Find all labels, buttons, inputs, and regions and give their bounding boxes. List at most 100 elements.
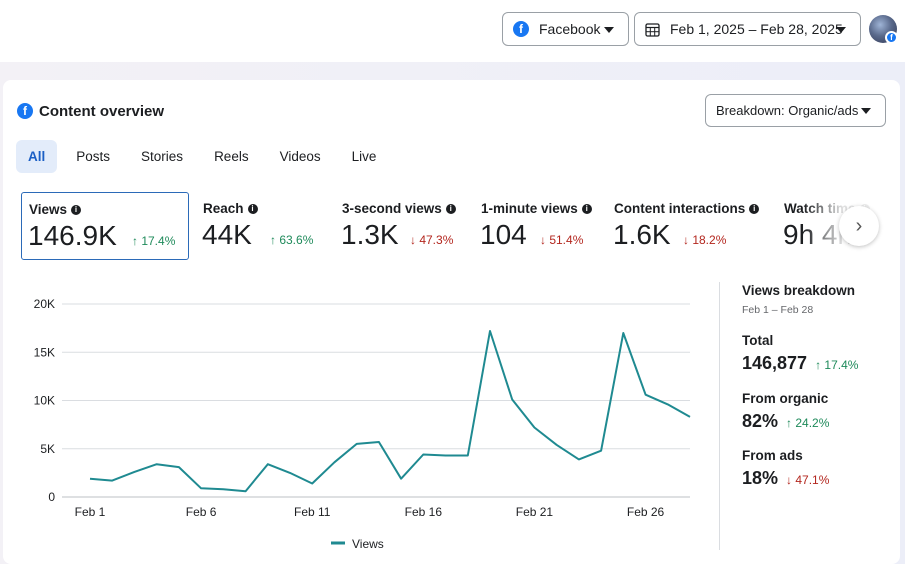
breakdown-value: 82%	[742, 411, 779, 431]
metric-views[interactable]: Views i 146.9K ↑ 17.4%	[21, 192, 189, 260]
platform-selector[interactable]: f Facebook	[502, 12, 629, 46]
data-point	[310, 481, 314, 485]
views-series-line	[89, 330, 691, 493]
metric-change: ↑ 17.4%	[132, 234, 176, 248]
data-point	[644, 393, 648, 397]
tab-posts[interactable]: Posts	[76, 149, 111, 164]
metric-change: ↓ 18.2%	[683, 233, 727, 247]
breakdown-value: 18%	[742, 468, 779, 488]
caret-down-icon	[861, 108, 871, 114]
metric-change: ↓ 51.4%	[540, 233, 584, 247]
data-point	[377, 440, 381, 444]
breakdown-label: From ads	[742, 448, 803, 463]
card-title: Content overview	[39, 103, 165, 120]
x-tick-label: Feb 16	[405, 505, 443, 519]
breakdown-change: ↑ 24.2%	[786, 416, 830, 430]
data-point	[332, 460, 336, 464]
metric-value: 1.3K	[341, 219, 399, 250]
data-point	[532, 426, 536, 430]
breakdown-label: Breakdown: Organic/ads	[716, 103, 859, 118]
breakdown-dropdown[interactable]: Breakdown: Organic/ads	[705, 94, 886, 127]
tab-videos[interactable]: Videos	[279, 149, 321, 164]
data-point	[466, 454, 470, 458]
date-range-selector[interactable]: Feb 1, 2025 – Feb 28, 2025	[634, 12, 861, 46]
data-point	[688, 415, 692, 419]
metric-label: 1-minute views i	[481, 201, 592, 216]
breakdown-total: Total 146,877 ↑ 17.4%	[742, 333, 858, 374]
facebook-badge-icon: f	[885, 31, 898, 44]
data-point	[399, 477, 403, 481]
data-point	[510, 398, 514, 402]
data-point	[132, 470, 136, 474]
chevron-right-icon[interactable]: ›	[839, 206, 879, 246]
breakdown-value: 146,877	[742, 353, 808, 373]
y-tick-label: 0	[48, 490, 55, 504]
facebook-icon: f	[17, 103, 33, 119]
breakdown-change: ↓ 47.1%	[786, 473, 830, 487]
legend-label: Views	[352, 537, 384, 551]
platform-label: Facebook	[539, 21, 601, 37]
data-point	[555, 443, 559, 447]
metric-label: Views i	[29, 202, 82, 217]
y-tick-label: 10K	[34, 394, 55, 408]
info-icon: i	[247, 203, 258, 214]
views-line-chart: 0 5K 10K 15K 20K Feb 1 Feb 6 Feb 11 Feb 16 Feb 21…	[34, 297, 692, 551]
facebook-icon: f	[513, 21, 529, 37]
data-point	[177, 465, 181, 469]
x-tick-label: Feb 1	[75, 505, 106, 519]
data-point	[355, 442, 359, 446]
data-point	[621, 331, 625, 335]
breakdown-label: Total	[742, 333, 774, 348]
metric-reach[interactable]: Reach i 44K ↑ 63.6%	[196, 192, 326, 260]
data-point	[599, 449, 603, 453]
content-overview-card: f Content overview Breakdown: Organic/ad…	[3, 80, 900, 564]
metric-1-minute-views[interactable]: 1-minute views i 104 ↓ 51.4%	[474, 192, 599, 260]
metric-change: ↓ 47.3%	[410, 233, 454, 247]
data-point	[88, 477, 92, 481]
metric-label: 3-second views i	[342, 201, 456, 216]
metric-value: 146.9K	[28, 220, 117, 251]
info-icon: i	[445, 203, 456, 214]
info-icon: i	[749, 203, 760, 214]
tab-stories[interactable]: Stories	[141, 149, 184, 164]
info-icon: i	[581, 203, 592, 214]
breakdown-organic: From organic 82% ↑ 24.2%	[742, 391, 829, 432]
data-point	[444, 454, 448, 458]
caret-down-icon	[836, 27, 846, 33]
content-tabs: All Posts Stories Reels Videos Live	[16, 140, 395, 173]
x-tick-label: Feb 21	[516, 505, 554, 519]
data-point	[488, 329, 492, 333]
y-tick-label: 15K	[34, 345, 55, 359]
data-point	[155, 462, 159, 466]
metric-content-interactions[interactable]: Content interactions i 1.6K ↓ 18.2%	[607, 192, 777, 260]
breakdown-change: ↑ 17.4%	[815, 358, 859, 372]
tab-reels[interactable]: Reels	[214, 149, 249, 164]
x-tick-label: Feb 26	[627, 505, 665, 519]
x-tick-label: Feb 11	[294, 505, 331, 519]
metric-change: ↑ 63.6%	[270, 233, 314, 247]
data-point	[199, 486, 203, 490]
data-point	[421, 453, 425, 457]
caret-down-icon	[604, 27, 614, 33]
info-icon: i	[71, 204, 82, 215]
date-range-label: Feb 1, 2025 – Feb 28, 2025	[670, 21, 843, 37]
data-point	[577, 457, 581, 461]
metric-value: 1.6K	[613, 219, 671, 250]
breakdown-ads: From ads 18% ↓ 47.1%	[742, 448, 829, 489]
metric-label: Reach i	[203, 201, 258, 216]
data-point	[666, 402, 670, 406]
divider	[719, 282, 720, 550]
data-point	[110, 479, 114, 483]
metric-label: Content interactions i	[614, 201, 760, 216]
tab-all[interactable]: All	[16, 140, 58, 173]
data-point	[266, 462, 270, 466]
views-breakdown-title: Views breakdown	[742, 283, 856, 298]
data-point	[288, 471, 292, 475]
tab-live[interactable]: Live	[351, 149, 377, 164]
metric-3-second-views[interactable]: 3-second views i 1.3K ↓ 47.3%	[335, 192, 465, 260]
breakdown-label: From organic	[742, 391, 829, 406]
views-breakdown-period: Feb 1 – Feb 28	[742, 304, 814, 316]
calendar-icon	[645, 22, 660, 37]
y-tick-label: 20K	[34, 297, 55, 311]
data-point	[221, 487, 225, 491]
